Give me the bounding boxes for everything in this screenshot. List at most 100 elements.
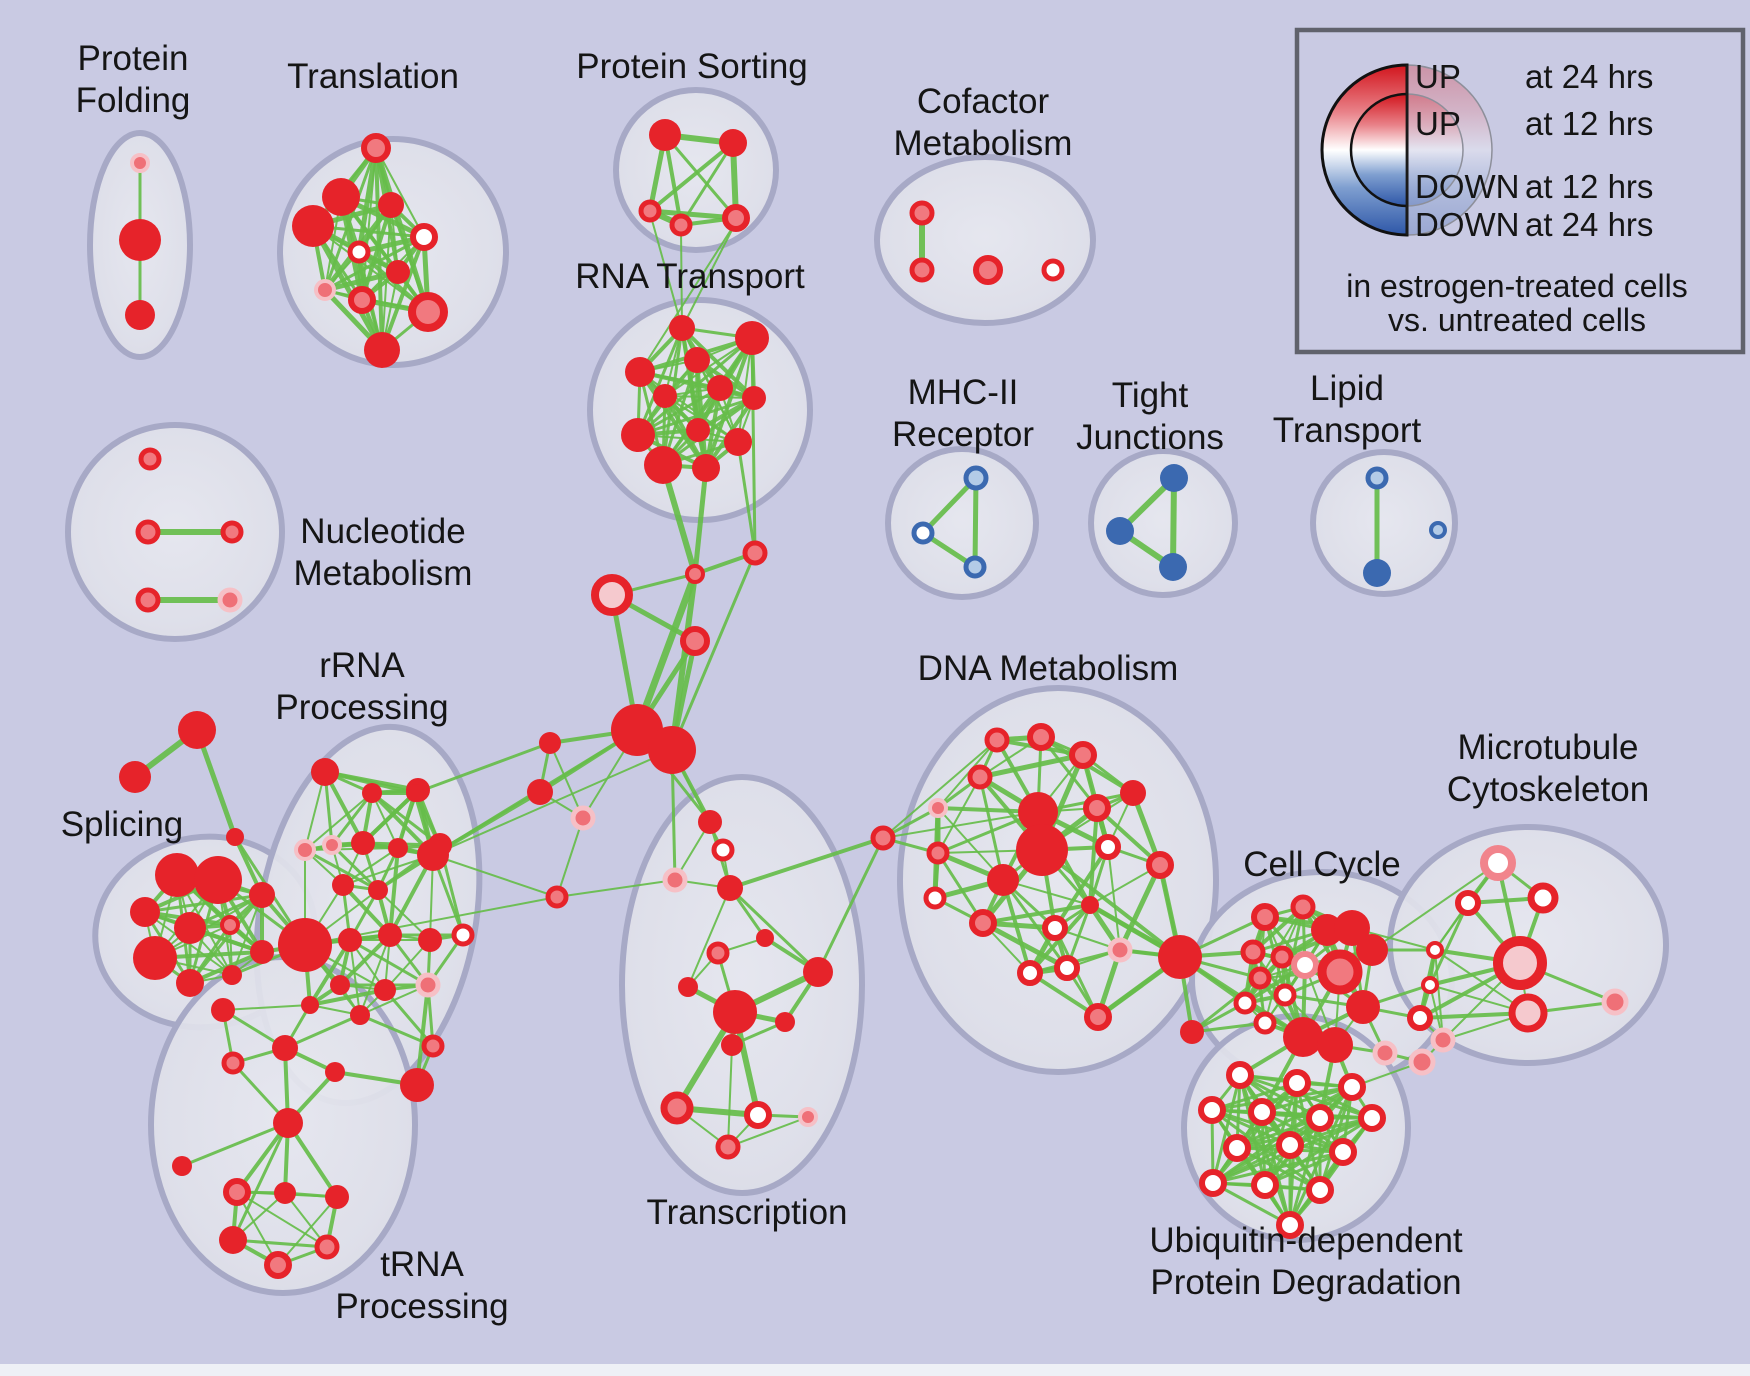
cluster-label-transcription: Transcription (647, 1193, 848, 1232)
gene-node-pp (798, 1107, 818, 1127)
gene-node-rp (870, 825, 896, 851)
cluster-label-nucleotide-metabolism: Metabolism (294, 554, 473, 593)
inter-cluster-edge (882, 811, 1039, 839)
edge-dna-metabolism (937, 739, 998, 809)
gene-node-r (301, 996, 319, 1014)
gene-node-r (325, 1185, 349, 1209)
gene-node-r (684, 347, 710, 373)
gene-node-rw (711, 838, 735, 862)
edge-ubiquitin-degradation (1235, 1146, 1322, 1192)
gene-node-r (539, 732, 561, 754)
cluster-label-rrna-processing: rRNA (319, 646, 405, 685)
gene-node-r (125, 300, 155, 330)
cluster-label-mhc-ii-receptor: MHC-II (908, 373, 1019, 412)
gene-node-r (338, 928, 362, 952)
gene-node-r (364, 332, 400, 368)
gene-node-rp (1084, 1003, 1112, 1031)
edge-protein-sorting (647, 208, 739, 221)
gene-node-r (130, 897, 160, 927)
gene-node-r (332, 874, 354, 896)
gene-node-r (350, 1005, 370, 1025)
edge-dna-metabolism (937, 807, 1004, 881)
gene-node-r (721, 1034, 743, 1056)
gene-node-r (1283, 1017, 1323, 1057)
gene-node-r (272, 1035, 298, 1061)
gene-node-rp (1251, 903, 1279, 931)
edge-ubiquitin-degradation (1211, 1150, 1345, 1185)
edge-translation (380, 235, 426, 352)
gene-node-rw (1358, 1104, 1386, 1132)
gene-node-r (362, 783, 382, 803)
edge-trna-processing (231, 1238, 329, 1249)
gene-node-r (368, 880, 388, 900)
cluster-label-mhc-ii-receptor: Receptor (892, 415, 1034, 454)
gene-node-r (378, 923, 402, 947)
edge-rrna-processing (330, 843, 380, 892)
inter-cluster-edge (639, 221, 737, 373)
gene-node-rw (1199, 1169, 1227, 1197)
gene-node-r (1180, 1020, 1204, 1044)
gene-node-rp (545, 885, 569, 909)
legend-box (1294, 27, 1746, 355)
gene-node-pp (1372, 1040, 1398, 1066)
gene-node-r (222, 965, 242, 985)
edge-rrna-processing (348, 938, 430, 987)
edge-transcription (727, 1116, 809, 1148)
gene-node-r (351, 831, 375, 855)
cluster-label-protein-sorting: Protein Sorting (576, 47, 808, 86)
gene-node-rp (685, 564, 705, 584)
gene-node-b (1363, 559, 1391, 587)
cluster-label-tight-junctions: Junctions (1076, 418, 1224, 457)
gene-node-rw (1233, 991, 1257, 1015)
gene-node-rp (1083, 794, 1111, 822)
cluster-label-cofactor-metabolism: Metabolism (894, 124, 1073, 163)
gene-node-b (1160, 464, 1188, 492)
gene-node-r (1334, 910, 1370, 946)
legend-note-line-1: in estrogen-treated cells (1346, 268, 1688, 304)
inter-cluster-edge (680, 228, 683, 329)
cluster-label-lipid-transport: Transport (1273, 411, 1422, 450)
gene-node-rp (421, 1034, 445, 1058)
gene-node-b (1159, 553, 1187, 581)
edge-ubiquitin-degradation (1235, 1116, 1322, 1150)
gene-node-r (713, 990, 757, 1034)
gene-node-r (278, 918, 332, 972)
gene-node-rp (660, 1091, 694, 1125)
gene-node-rp (638, 199, 662, 223)
edge-ubiquitin-degradation (1210, 1081, 1299, 1112)
gene-node-r (322, 178, 360, 216)
gene-node-bw (911, 521, 935, 545)
edge-transcription (687, 887, 731, 988)
gene-node-rw (1273, 983, 1297, 1007)
gene-node-rw (1251, 1171, 1279, 1199)
gene-node-r (211, 998, 235, 1022)
edge-protein-sorting (679, 141, 735, 227)
edge-dna-metabolism (937, 776, 981, 854)
gene-node-rw (410, 223, 438, 251)
gene-node-r (756, 929, 774, 947)
gene-node-pp (928, 798, 948, 818)
gene-node-rp (1270, 945, 1294, 969)
gene-node-rw (1421, 976, 1439, 994)
edge-ubiquitin-degradation (1210, 1085, 1354, 1112)
edge-rrna-processing (308, 938, 352, 1007)
edge-ubiquitin-degradation (1318, 1085, 1354, 1192)
gene-node-r (174, 912, 206, 944)
gene-node-pp (570, 805, 596, 831)
gene-node-rp (680, 626, 710, 656)
edge-ubiquitin-degradation (1235, 1116, 1374, 1150)
cluster-label-trna-processing: tRNA (380, 1245, 464, 1284)
cluster-label-nucleotide-metabolism: Nucleotide (300, 512, 465, 551)
inter-cluster-edge (432, 854, 558, 898)
gene-node-r (1016, 824, 1068, 876)
inter-cluster-edge (413, 741, 552, 795)
cluster-label-rna-transport: RNA Transport (575, 257, 805, 296)
gene-node-r (386, 260, 410, 284)
gene-node-r (648, 726, 696, 774)
gene-node-r (692, 454, 720, 482)
gene-node-r (274, 1182, 296, 1204)
gene-node-r (325, 1062, 345, 1082)
gene-node-r (775, 1012, 795, 1032)
gene-node-rw (1455, 890, 1481, 916)
gene-node-rw (1329, 1138, 1357, 1166)
